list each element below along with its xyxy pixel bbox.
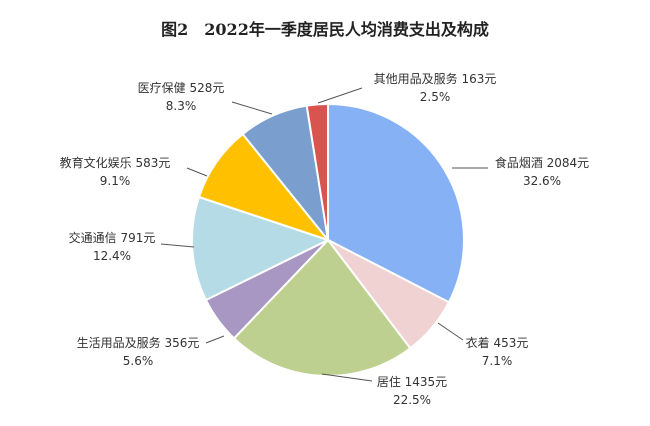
leader-line <box>205 335 225 344</box>
leader-line <box>160 243 195 248</box>
slice-label: 居住 1435元 <box>377 375 447 389</box>
slice-percent-label: 9.1% <box>100 174 131 188</box>
slice-percent-label: 5.6% <box>123 354 154 368</box>
slice-label: 交通通信 791元 <box>69 230 156 245</box>
slice-label: 其他用品及服务 163元 <box>374 71 497 86</box>
pie-slice <box>327 102 465 304</box>
slice-percent-label: 12.4% <box>93 249 131 263</box>
pie-slice <box>305 102 329 241</box>
slice-label: 衣着 453元 <box>466 335 529 350</box>
leader-line <box>321 373 373 382</box>
slice-label: 医疗保健 528元 <box>138 81 225 95</box>
slice-percent-label: 22.5% <box>393 393 431 407</box>
slice-percent-label: 2.5% <box>420 90 451 104</box>
slice-percent-label: 32.6% <box>523 174 561 188</box>
leader-line <box>231 101 273 115</box>
pie-slice <box>191 195 331 302</box>
leader-line <box>317 87 363 104</box>
slice-percent-label: 7.1% <box>482 354 513 368</box>
slice-label: 生活用品及服务 356元 <box>77 335 200 350</box>
chart-title: 图2 2022年一季度居民人均消费支出及构成 <box>161 20 489 39</box>
slice-percent-label: 8.3% <box>166 99 197 113</box>
pie-slice <box>232 238 412 377</box>
slice-label: 教育文化娱乐 583元 <box>60 155 171 170</box>
slice-label: 食品烟酒 2084元 <box>495 155 589 170</box>
leader-line <box>437 322 464 341</box>
leader-line <box>186 167 208 177</box>
